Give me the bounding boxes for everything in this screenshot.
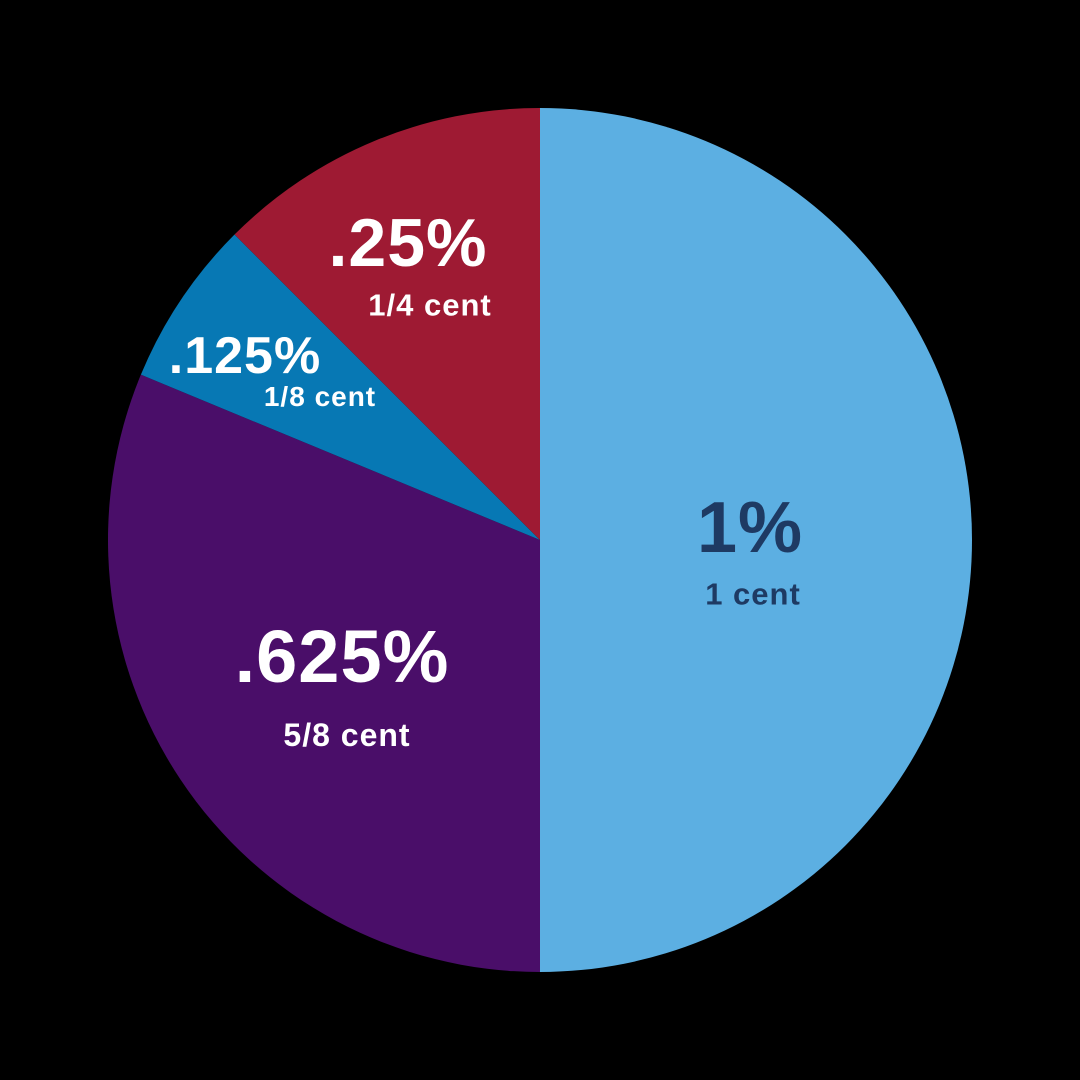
pie-slice-0 xyxy=(540,108,972,972)
pie-slice-1 xyxy=(107,374,540,972)
pie-slice-3 xyxy=(234,108,540,540)
pie-slice-2 xyxy=(140,234,540,540)
